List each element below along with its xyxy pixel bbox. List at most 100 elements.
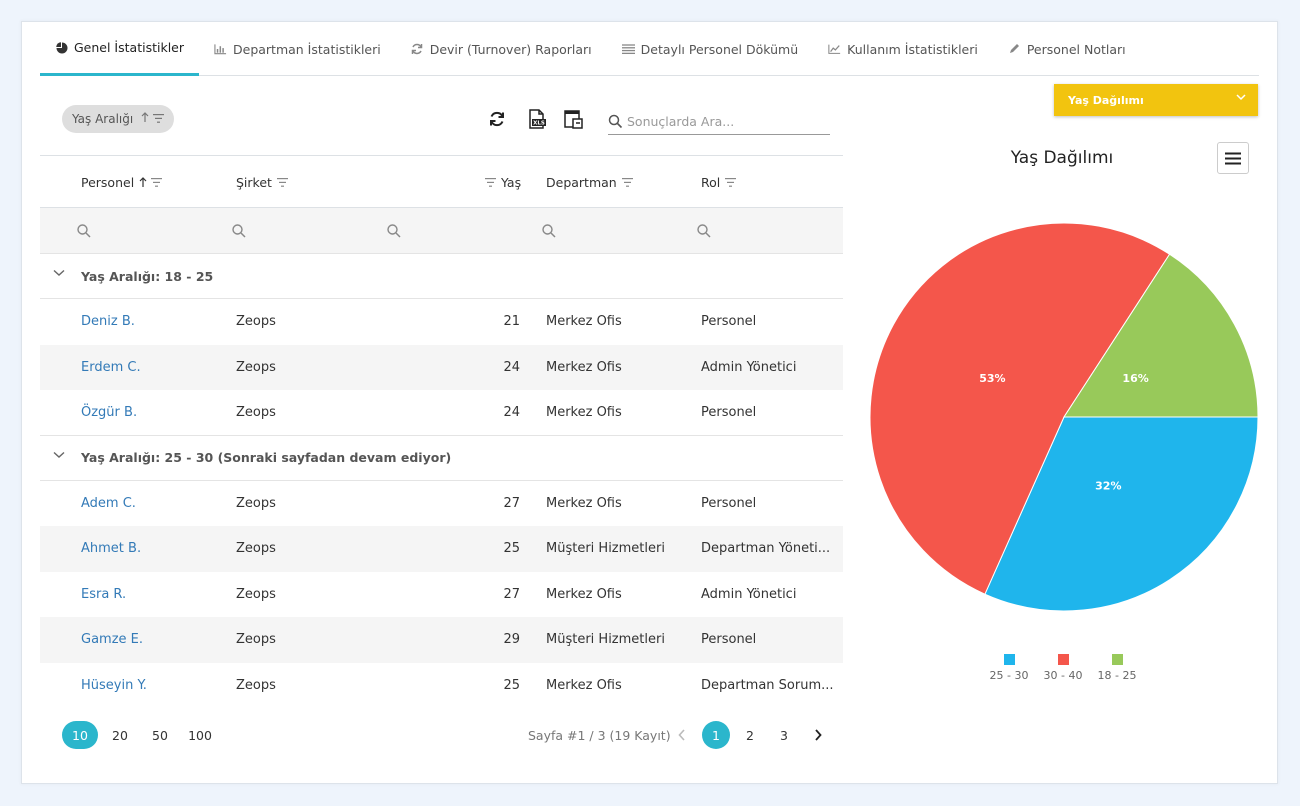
tab-devir-raporlari[interactable]: Devir (Turnover) Raporları <box>396 22 607 76</box>
group-row[interactable]: Yaş Aralığı: 25 - 30 (Sonraki sayfadan d… <box>40 436 843 481</box>
bar-chart-icon <box>214 43 227 56</box>
column-label: Şirket <box>236 174 272 190</box>
chevron-down-icon[interactable] <box>53 269 65 277</box>
role-cell: Personel <box>701 405 757 420</box>
tab-detayli-personel-dokumu[interactable]: Detaylı Personel Dökümü <box>607 22 813 76</box>
line-chart-icon <box>828 43 841 56</box>
personel-link[interactable]: Hüseyin Y. <box>81 677 147 693</box>
group-by-chip[interactable]: Yaş Aralığı <box>62 105 175 133</box>
export-button[interactable] <box>562 108 584 130</box>
chart-selector-label: Yaş Dağılımı <box>1068 93 1144 107</box>
filter-icon[interactable] <box>151 177 163 187</box>
tab-label: Devir (Turnover) Raporları <box>429 41 592 57</box>
company-cell: Zeops <box>236 314 276 329</box>
table-row[interactable]: Gamze E. Zeops 29 Müşteri Hizmetleri Per… <box>40 617 843 663</box>
table-row[interactable]: Özgür B. Zeops 24 Merkez Ofis Personel <box>40 390 843 436</box>
chart-legend: 25 - 30 30 - 40 18 - 25 <box>982 654 1144 682</box>
personel-link[interactable]: Gamze E. <box>81 632 144 647</box>
company-cell: Zeops <box>236 359 276 375</box>
table-row[interactable]: Erdem C. Zeops 24 Merkez Ofis Admin Yöne… <box>40 344 843 390</box>
company-cell: Zeops <box>236 586 276 602</box>
refresh-button[interactable] <box>486 108 508 130</box>
chart-title: Yaş Dağılımı <box>1010 148 1114 168</box>
legend-item[interactable]: 30 - 40 <box>1036 654 1090 682</box>
department-cell: Merkez Ofis <box>546 405 622 420</box>
search-icon[interactable] <box>76 223 92 239</box>
pie-chart-icon <box>55 41 68 54</box>
next-page-button[interactable] <box>804 721 832 749</box>
column-header-rol[interactable]: Rol <box>701 156 737 208</box>
search-field[interactable]: Sonuçlarda Ara... <box>608 108 830 135</box>
column-label: Personel <box>81 174 135 190</box>
tab-personel-notlari[interactable]: Personel Notları <box>993 22 1141 76</box>
role-cell: Departman Sorum... <box>701 677 834 693</box>
excel-file-icon: XLS <box>529 109 546 129</box>
tab-label: Genel İstatistikler <box>74 40 184 55</box>
search-icon[interactable] <box>541 223 557 239</box>
personel-link[interactable]: Erdem C. <box>81 359 141 375</box>
column-label: Yaş <box>501 174 522 190</box>
chart-selector-dropdown[interactable]: Yaş Dağılımı <box>1054 84 1258 116</box>
table-row[interactable]: Deniz B. Zeops 21 Merkez Ofis Personel <box>40 299 843 345</box>
tab-kullanim-istatistikleri[interactable]: Kullanım İstatistikleri <box>813 22 993 76</box>
page-size-20[interactable]: 20 <box>112 727 128 743</box>
legend-swatch <box>1057 654 1069 665</box>
search-icon <box>608 114 623 128</box>
personel-link[interactable]: Adem C. <box>81 495 136 511</box>
chevron-down-icon[interactable] <box>53 451 65 459</box>
search-icon[interactable] <box>386 223 402 239</box>
age-cell: 27 <box>503 586 520 602</box>
tab-departman-istatistikleri[interactable]: Departman İstatistikleri <box>199 22 396 76</box>
filter-icon[interactable] <box>485 177 496 187</box>
page-size-10[interactable]: 10 <box>62 721 98 749</box>
column-header-sirket[interactable]: Şirket <box>236 156 288 208</box>
filter-icon[interactable] <box>621 177 633 187</box>
personel-link[interactable]: Ahmet B. <box>81 541 142 556</box>
filter-icon[interactable] <box>153 112 165 126</box>
tab-label: Kullanım İstatistikleri <box>847 41 978 57</box>
pie-slice-18-25[interactable] <box>1063 253 1259 418</box>
search-icon[interactable] <box>696 223 712 239</box>
company-cell: Zeops <box>236 632 276 647</box>
column-header-departman[interactable]: Departman <box>546 156 633 208</box>
legend-item[interactable]: 25 - 30 <box>982 654 1036 682</box>
table-row[interactable]: Adem C. Zeops 27 Merkez Ofis Personel <box>40 481 843 527</box>
grid-header: Personel Şirket Yaş Departman Rol <box>40 155 843 208</box>
page-size-50[interactable]: 50 <box>152 727 168 743</box>
search-icon[interactable] <box>231 223 247 239</box>
tab-genel-istatistikler[interactable]: Genel İstatistikler <box>40 22 199 76</box>
role-cell: Departman Yöneti... <box>701 541 831 556</box>
page-button-3[interactable]: 3 <box>780 727 788 743</box>
department-cell: Müşteri Hizmetleri <box>546 541 665 556</box>
column-label: Rol <box>701 174 721 190</box>
refresh-icon <box>411 43 424 56</box>
sort-ascending-icon[interactable] <box>141 112 149 126</box>
page-size-100[interactable]: 100 <box>188 727 212 743</box>
sort-ascending-icon[interactable] <box>139 176 147 188</box>
chevron-right-icon <box>815 729 822 741</box>
age-cell: 21 <box>503 314 520 329</box>
table-row[interactable]: Ahmet B. Zeops 25 Müşteri Hizmetleri Dep… <box>40 526 843 572</box>
filter-icon[interactable] <box>276 177 288 187</box>
legend-item[interactable]: 18 - 25 <box>1090 654 1144 682</box>
prev-page-button[interactable] <box>668 721 696 749</box>
legend-swatch <box>1003 654 1015 665</box>
pie-slice-30-40[interactable] <box>869 222 1171 595</box>
personel-link[interactable]: Özgür B. <box>81 405 138 420</box>
table-row[interactable]: Esra R. Zeops 27 Merkez Ofis Admin Yönet… <box>40 572 843 618</box>
table-row[interactable]: Hüseyin Y. Zeops 25 Merkez Ofis Departma… <box>40 663 843 709</box>
group-row[interactable]: Yaş Aralığı: 18 - 25 <box>40 254 843 299</box>
chart-menu-button[interactable] <box>1217 142 1249 174</box>
personel-link[interactable]: Deniz B. <box>81 314 135 329</box>
column-header-personel[interactable]: Personel <box>81 156 163 208</box>
filter-icon[interactable] <box>725 177 737 187</box>
export-excel-button[interactable]: XLS <box>526 108 548 130</box>
search-input[interactable]: Sonuçlarda Ara... <box>627 113 735 129</box>
company-cell: Zeops <box>236 495 276 511</box>
page-button-2[interactable]: 2 <box>746 727 754 743</box>
pie-slice-25-30[interactable] <box>984 416 1259 612</box>
page-button-1[interactable]: 1 <box>702 721 730 749</box>
personel-link[interactable]: Esra R. <box>81 586 127 602</box>
tab-bar: Genel İstatistikler Departman İstatistik… <box>40 22 1259 76</box>
column-header-yas[interactable]: Yaş <box>485 156 521 208</box>
